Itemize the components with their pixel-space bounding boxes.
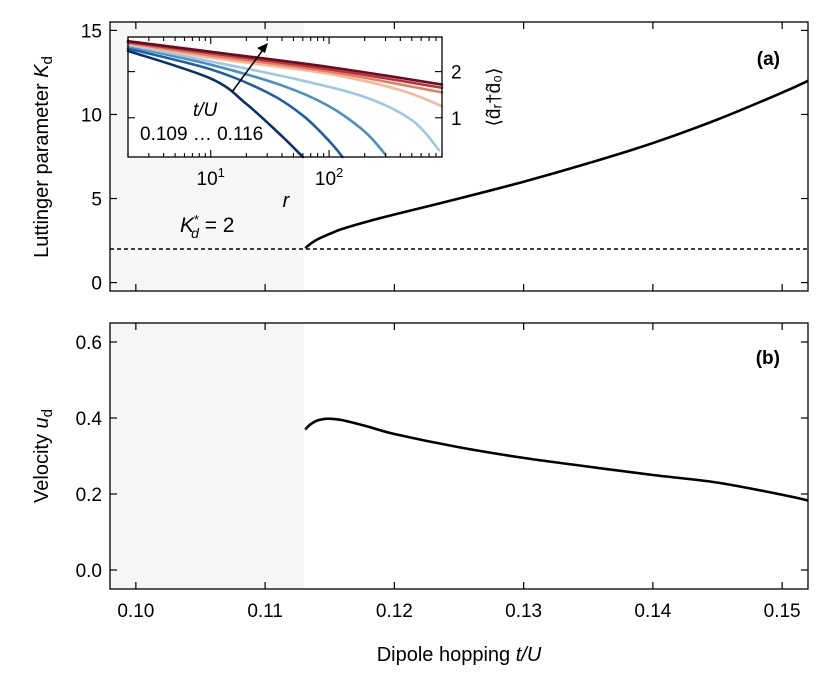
panel-b-ytick-label: 0.2 [76,485,102,506]
panel-b-shaded-region [110,323,304,589]
panel-a-marks: 0 5 10 15 [81,21,808,295]
inset-series-line [126,49,305,159]
inset-series-line [126,47,344,159]
panel-b-xtick-label: 0.14 [634,601,671,622]
panel-b-marks: 0.10 0.11 0.12 0.13 0.14 0.15 0.0 0.2 0.4 0.6 [76,323,808,622]
panel-b-xtick-label: 0.10 [117,601,154,622]
inset-frame [127,36,443,158]
panel-a-ytick-label: 15 [81,21,102,42]
panel-b-ytick-label: 0.4 [76,409,103,430]
panel-b-ylabel: Velocity ud [31,409,56,503]
panel-b-label: (b) [756,348,780,369]
inset: 101 102 1 2 t/U 0.109 … 0.116 r ⟨d̂ᵣ†d̂₀⟩ [126,36,505,212]
panel-b-frame [109,322,809,590]
inset-xlabel: r [283,190,291,212]
reference-line-label: K* d = 2 [180,212,235,241]
panel-a-ylabel: Luttinger parameter Kd [31,56,56,258]
inset-marks: 101 102 1 2 [127,37,462,190]
inset-series-line [126,41,444,94]
panel-b-xtick-label: 0.13 [505,601,542,622]
panel-a-ytick-label: 5 [91,190,102,211]
panel-b: 0.10 0.11 0.12 0.13 0.14 0.15 0.0 0.2 0.4 0.6 (b)… [31,322,809,666]
panel-b-xtick-label: 0.12 [376,601,413,622]
inset-series-line [126,42,444,108]
inset-arrow [231,46,266,93]
panel-b-series-ud [304,417,809,502]
panel-b-xtick-label: 0.11 [247,601,283,622]
panel-a-ytick-label: 0 [91,274,102,295]
inset-series-line [126,44,387,156]
inset-xtick-label: 101 [197,165,225,190]
panel-a-series-kd [304,79,809,250]
inset-arrow-label: t/U [193,100,218,121]
panel-b-ytick-label: 0.0 [76,561,102,582]
inset-ytick-label: 2 [451,63,462,84]
inset-xtick-label: 102 [315,165,343,190]
inset-ylabel: ⟨d̂ᵣ†d̂₀⟩ [484,68,505,127]
panel-a: 0 5 10 15 (a) K* d = 2 Luttinger parameter K… [31,21,809,295]
inset-series-line [126,39,444,86]
inset-series [126,39,444,159]
panel-b-xtick-label: 0.15 [764,601,801,622]
inset-ytick-label: 1 [451,109,462,130]
panel-b-ytick-label: 0.6 [76,333,102,354]
panel-a-ytick-label: 10 [81,105,102,126]
panel-a-frame [109,21,809,292]
panel-a-label: (a) [757,49,780,70]
panel-b-xlabel: Dipole hopping t/U [377,644,542,666]
inset-series-line [126,43,441,152]
inset-arrow-head [257,43,268,53]
inset-range-label: 0.109 … 0.116 [140,124,263,145]
